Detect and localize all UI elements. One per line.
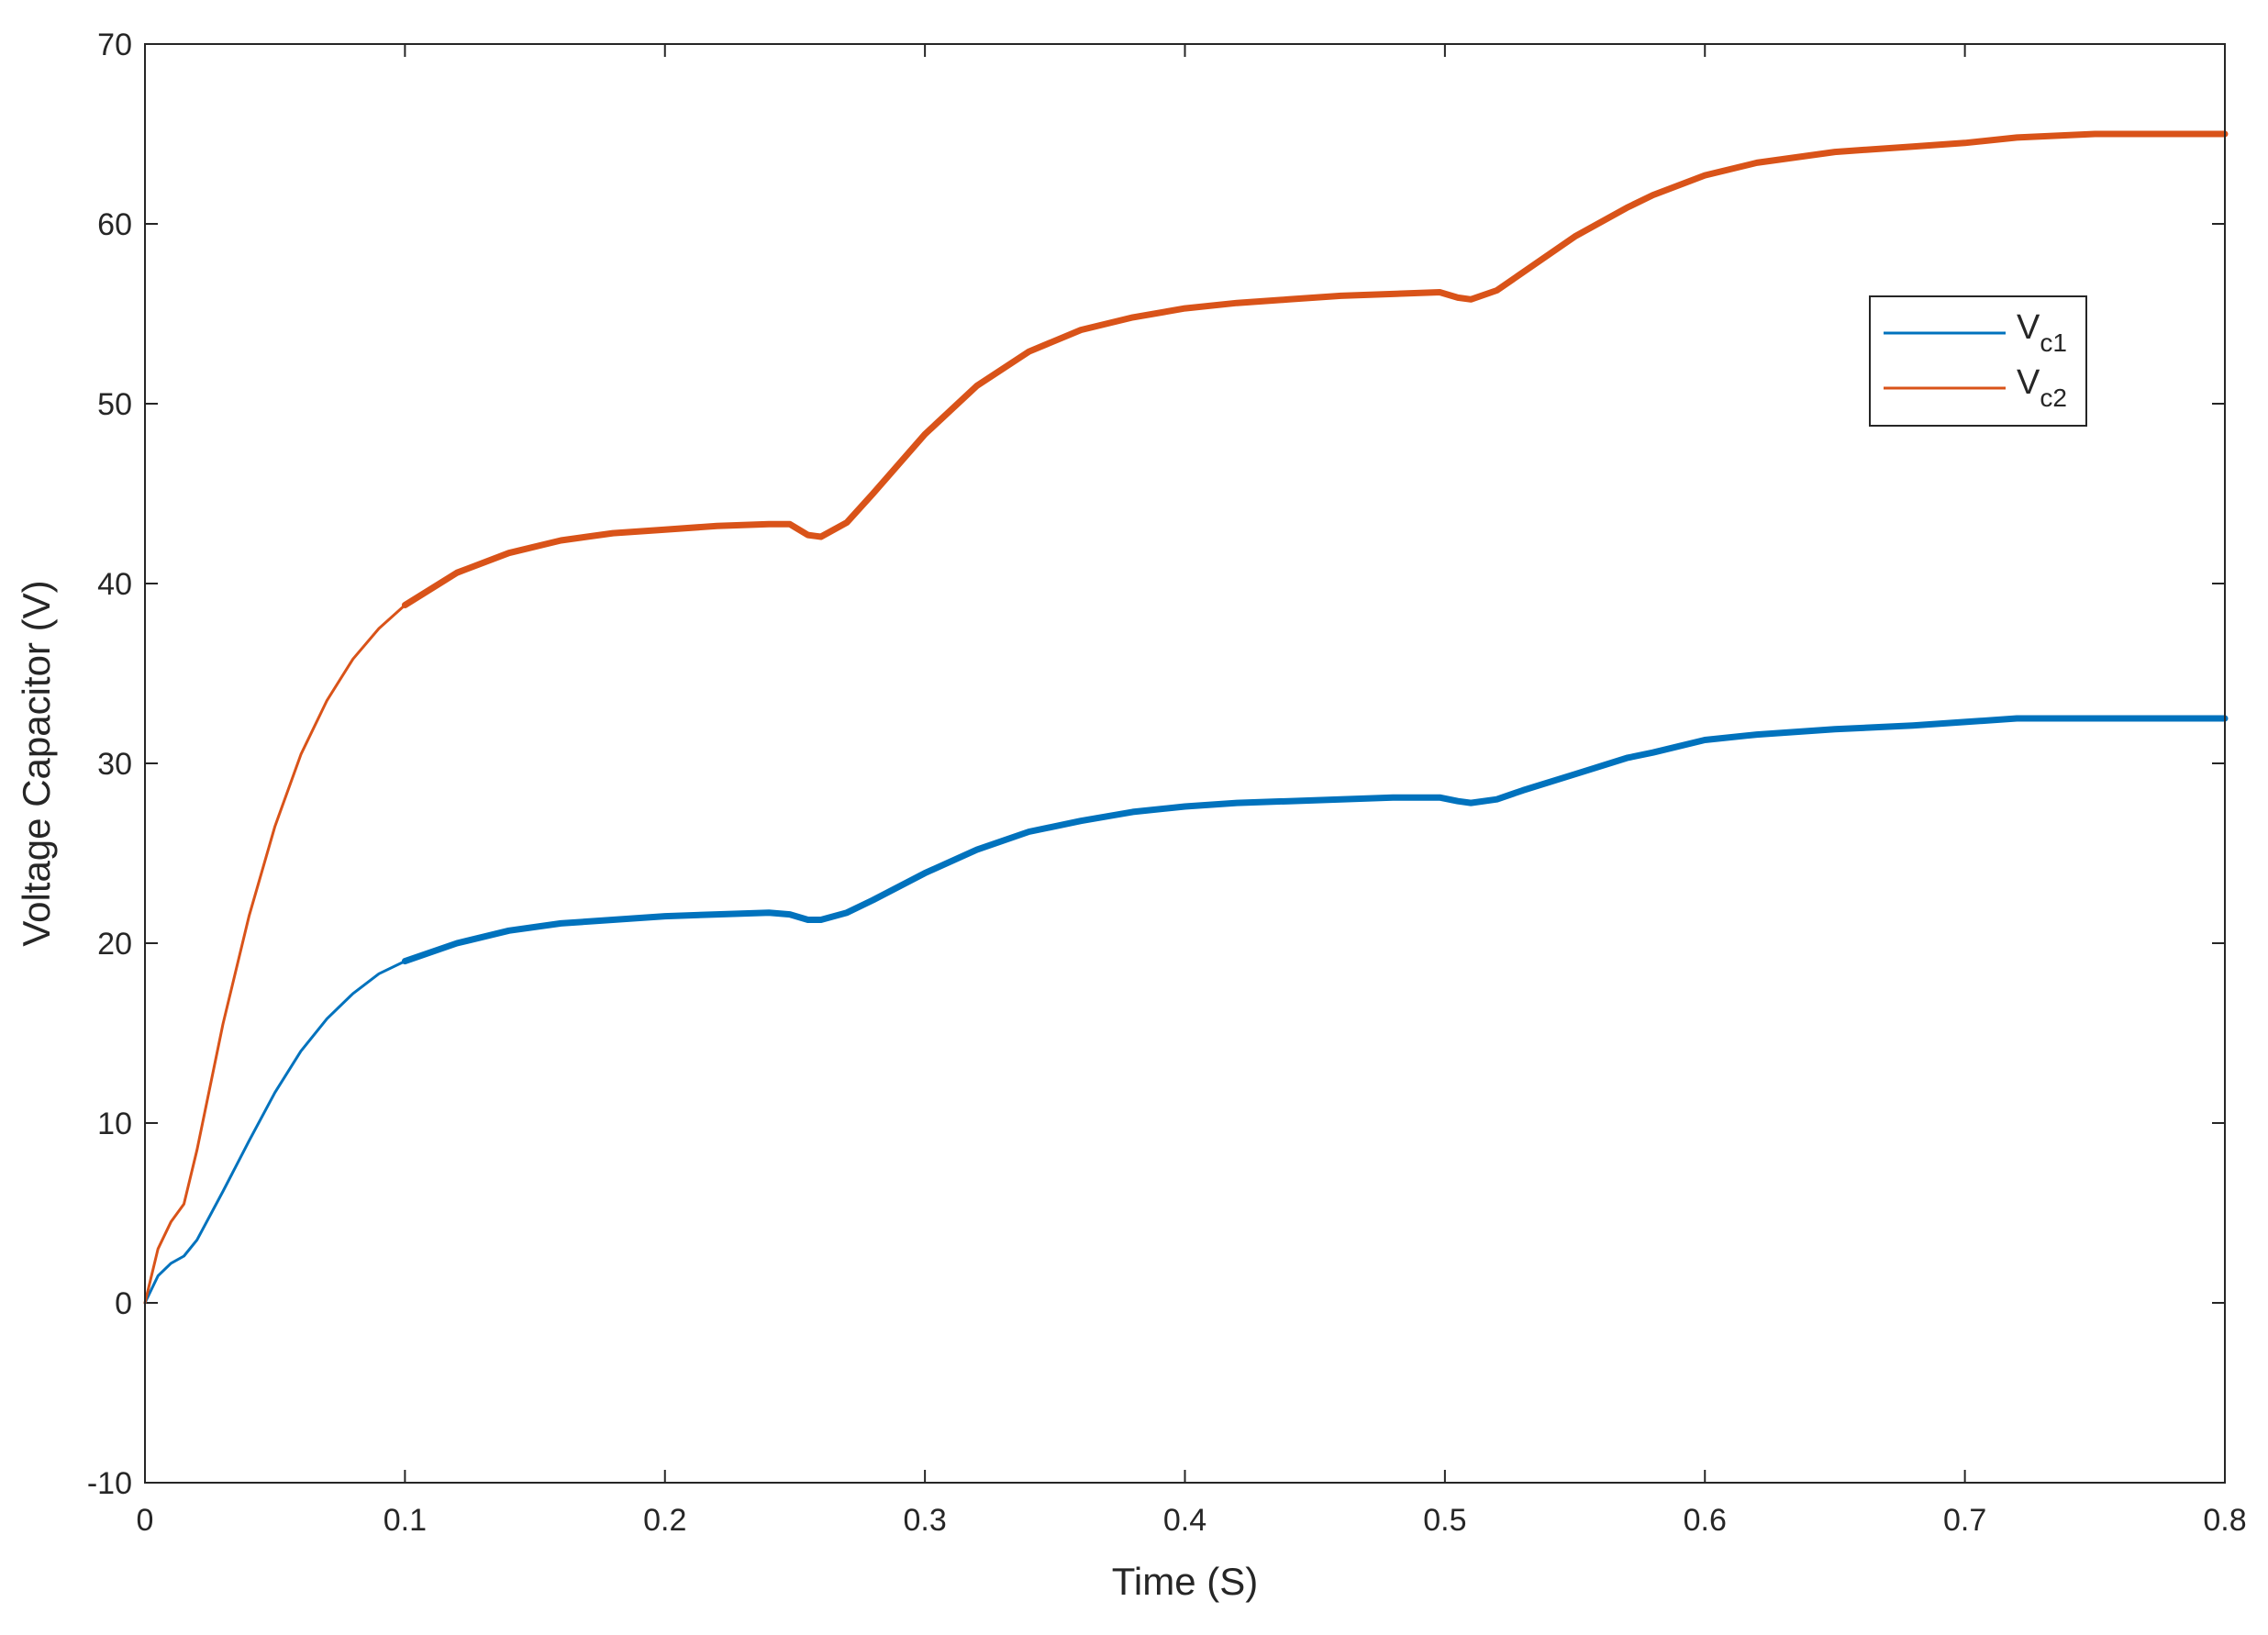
- y-tick-label: 20: [97, 927, 132, 962]
- y-tick-label: 30: [97, 747, 132, 782]
- y-axis-title: Voltage Capacitor (V): [15, 580, 58, 946]
- y-tick-label: -10: [87, 1466, 132, 1501]
- legend-box: [1869, 295, 2087, 427]
- y-tick-label: 70: [97, 28, 132, 62]
- series-line-start: [143, 960, 406, 1305]
- y-tick-label: 10: [97, 1107, 132, 1141]
- x-tick-label: 0.3: [903, 1503, 946, 1538]
- x-tick-label: 0.7: [1943, 1503, 1986, 1538]
- legend-label: Vc1: [2017, 308, 2067, 357]
- y-tick-label: 0: [115, 1286, 132, 1321]
- y-tick-label: 50: [97, 387, 132, 422]
- series-c2: [143, 130, 2229, 1305]
- legend-label: Vc2: [2017, 363, 2067, 412]
- plot-area: [145, 44, 2225, 1483]
- x-axis-ticks: 0 0.1 0.2 0.3 0.4 0.5 0.6 0.7 0.8: [137, 44, 2247, 1538]
- x-tick-label: 0: [137, 1503, 154, 1538]
- x-tick-label: 0.4: [1163, 1503, 1206, 1538]
- x-tick-label: 0.2: [643, 1503, 686, 1538]
- axes-box: [144, 43, 2226, 1484]
- y-tick-label: 40: [97, 567, 132, 602]
- x-axis-title: Time (S): [1112, 1560, 1258, 1603]
- series-layer: [143, 130, 2229, 1305]
- series-line-start: [143, 604, 406, 1305]
- y-axis-ticks: -10 0 10 20 30 40 50 60 70: [87, 28, 2225, 1501]
- y-tick-label: 60: [97, 207, 132, 242]
- x-tick-label: 0.1: [384, 1503, 427, 1538]
- series-line: [401, 130, 2229, 608]
- x-tick-label: 0.6: [1684, 1503, 1727, 1538]
- series-c1: [143, 715, 2229, 1305]
- x-tick-label: 0.5: [1423, 1503, 1466, 1538]
- x-tick-label: 0.8: [2203, 1503, 2246, 1538]
- series-line: [401, 715, 2229, 965]
